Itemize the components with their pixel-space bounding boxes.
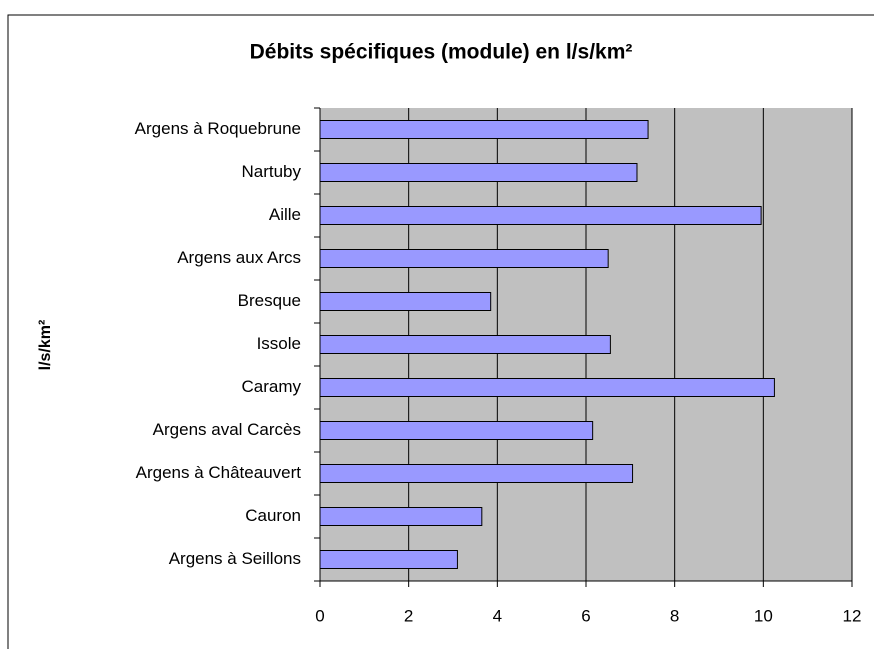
y-tick-label: Cauron: [245, 506, 301, 525]
y-tick-label: Bresque: [238, 291, 301, 310]
bar: [319, 550, 458, 569]
bar: [319, 464, 634, 483]
bar: [319, 378, 775, 397]
y-tick-label: Argens à Châteauvert: [136, 463, 302, 482]
y-tick-label: Argens aval Carcès: [153, 420, 301, 439]
y-tick-label: Argens aux Arcs: [177, 248, 301, 267]
x-tick-label: 0: [315, 606, 324, 625]
x-tick-label: 8: [670, 606, 679, 625]
y-tick-label: Argens à Seillons: [169, 549, 301, 568]
bar: [319, 421, 594, 440]
y-tick-label: Argens à Roquebrune: [135, 119, 301, 138]
x-tick-label: 6: [581, 606, 590, 625]
y-axis-label: l/s/km²: [37, 320, 54, 371]
bar: [319, 206, 762, 225]
bar: [319, 335, 611, 354]
y-tick-label: Issole: [257, 334, 301, 353]
y-tick-label: Aille: [269, 205, 301, 224]
y-tick-label: Caramy: [241, 377, 301, 396]
bar: [319, 292, 492, 311]
y-tick-label: Nartuby: [241, 162, 301, 181]
x-tick-label: 12: [843, 606, 862, 625]
bar: [319, 507, 483, 526]
x-tick-label: 4: [493, 606, 502, 625]
bar: [319, 249, 609, 268]
x-tick-label: 2: [404, 606, 413, 625]
chart-title: Débits spécifiques (module) en l/s/km²: [250, 41, 633, 64]
bar: [319, 120, 649, 139]
x-tick-label: 10: [754, 606, 773, 625]
bar: [319, 163, 638, 182]
